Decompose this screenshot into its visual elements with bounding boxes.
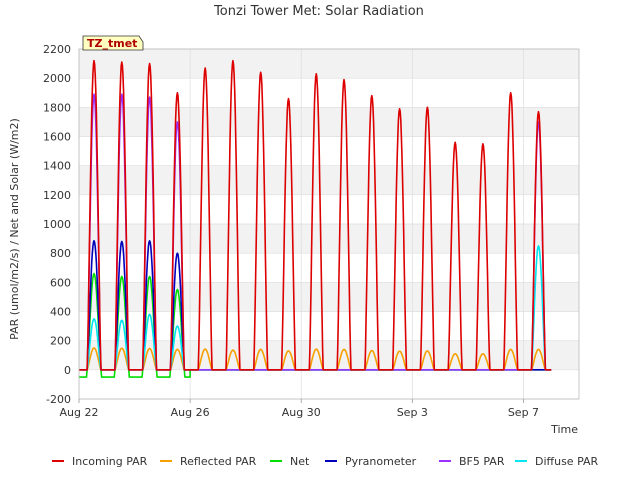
- legend-label: Net: [290, 455, 310, 468]
- legend-label: Diffuse PAR: [535, 455, 599, 468]
- grid-band: [79, 224, 579, 254]
- chart-title: Tonzi Tower Met: Solar Radiation: [213, 4, 424, 19]
- series-line-incoming-par: [79, 59, 552, 371]
- grid-band: [79, 165, 579, 195]
- y-tick-label: 2200: [43, 43, 71, 56]
- grid-band: [79, 282, 579, 312]
- legend: Incoming PAR Reflected PAR Net Pyranometer B…: [52, 455, 599, 468]
- grid-band: [79, 49, 579, 79]
- grid-bands: [79, 49, 579, 370]
- y-tick-label: 1600: [43, 131, 71, 144]
- x-tick-label: Sep 7: [508, 406, 539, 419]
- legend-label: Pyranometer: [345, 455, 417, 468]
- x-tick-label: Aug 30: [282, 406, 321, 419]
- y-tick-label: 800: [50, 247, 71, 260]
- y-tick-label: 1000: [43, 218, 71, 231]
- legend-label: BF5 PAR: [459, 455, 505, 468]
- y-tick-label: 200: [50, 335, 71, 348]
- y-axis-title: PAR (umol/m2/s) / Net and Solar (W/m2): [8, 118, 21, 340]
- y-tick-label: -200: [46, 393, 71, 406]
- grid-band: [79, 107, 579, 137]
- y-tick-label: 400: [50, 306, 71, 319]
- plot-frame: [78, 48, 580, 400]
- site-badge: TZ_tmet: [82, 35, 144, 51]
- y-tick-label: 2000: [43, 72, 71, 85]
- y-tick-label: 0: [64, 364, 71, 377]
- x-tick-label: Aug 22: [60, 406, 99, 419]
- site-badge-label: TZ_tmet: [87, 37, 137, 50]
- y-tick-label: 1200: [43, 189, 71, 202]
- x-axis-ticks: Aug 22 Aug 26 Aug 30 Sep 3 Sep 7: [60, 399, 539, 419]
- legend-label: Reflected PAR: [180, 455, 257, 468]
- grid-band: [79, 340, 579, 370]
- x-tick-label: Aug 26: [171, 406, 210, 419]
- y-tick-label: 1800: [43, 101, 71, 114]
- x-tick-label: Sep 3: [397, 406, 428, 419]
- legend-label: Incoming PAR: [72, 455, 148, 468]
- series-line-reflected-par: [79, 347, 552, 371]
- y-axis-ticks: -200 0 200 400 600 800 1000 1200 1400 1600 1800 200…: [43, 43, 71, 406]
- series-line-pyranometer: [79, 240, 552, 371]
- series-lines: [79, 59, 552, 378]
- y-tick-label: 1400: [43, 160, 71, 173]
- y-tick-label: 600: [50, 276, 71, 289]
- x-axis-title: Time: [550, 423, 578, 436]
